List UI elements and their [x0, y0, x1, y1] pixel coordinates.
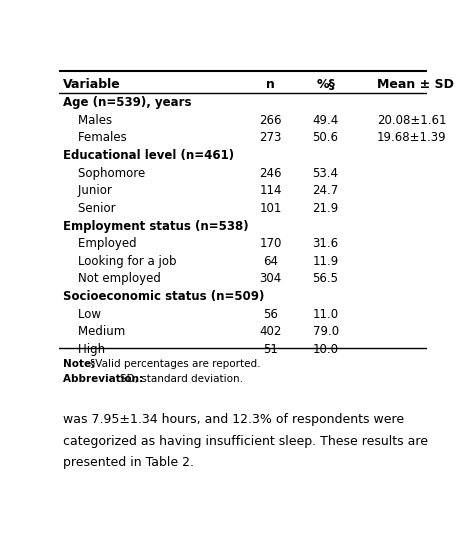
Text: Employed: Employed: [63, 237, 137, 250]
Text: 50.6: 50.6: [312, 131, 338, 144]
Text: Not employed: Not employed: [63, 272, 161, 286]
Text: 31.6: 31.6: [312, 237, 338, 250]
Text: Senior: Senior: [63, 202, 116, 215]
Text: 246: 246: [259, 166, 282, 180]
Text: Medium: Medium: [63, 325, 125, 338]
Text: Males: Males: [63, 114, 112, 127]
Text: Variable: Variable: [63, 78, 121, 91]
Text: Employment status (n=538): Employment status (n=538): [63, 220, 248, 232]
Text: Low: Low: [63, 308, 101, 321]
Text: Socioeconomic status (n=509): Socioeconomic status (n=509): [63, 290, 264, 303]
Text: 114: 114: [259, 184, 282, 197]
Text: 304: 304: [259, 272, 282, 286]
Text: 20.08±1.61: 20.08±1.61: [377, 114, 447, 127]
Text: Note:: Note:: [63, 359, 99, 369]
Text: 56.5: 56.5: [312, 272, 338, 286]
Text: 273: 273: [259, 131, 282, 144]
Text: Junior: Junior: [63, 184, 112, 197]
Text: 53.4: 53.4: [312, 166, 338, 180]
Text: 49.4: 49.4: [312, 114, 339, 127]
Text: 79.0: 79.0: [312, 325, 338, 338]
Text: was 7.95±1.34 hours, and 12.3% of respondents were: was 7.95±1.34 hours, and 12.3% of respon…: [63, 413, 404, 426]
Text: categorized as having insufficient sleep. These results are: categorized as having insufficient sleep…: [63, 434, 428, 448]
Text: 24.7: 24.7: [312, 184, 339, 197]
Text: Looking for a job: Looking for a job: [63, 255, 176, 268]
Text: Females: Females: [63, 131, 127, 144]
Text: 101: 101: [259, 202, 282, 215]
Text: 64: 64: [263, 255, 278, 268]
Text: %§: %§: [316, 78, 335, 91]
Text: Age (n=539), years: Age (n=539), years: [63, 96, 191, 109]
Text: 21.9: 21.9: [312, 202, 339, 215]
Text: 170: 170: [259, 237, 282, 250]
Text: High: High: [63, 343, 105, 356]
Text: §Valid percentages are reported.: §Valid percentages are reported.: [90, 359, 260, 369]
Text: 402: 402: [259, 325, 282, 338]
Text: 11.0: 11.0: [312, 308, 338, 321]
Text: 10.0: 10.0: [312, 343, 338, 356]
Text: SD, standard deviation.: SD, standard deviation.: [120, 374, 243, 384]
Text: Mean ± SD: Mean ± SD: [377, 78, 454, 91]
Text: 19.68±1.39: 19.68±1.39: [377, 131, 447, 144]
Text: Sophomore: Sophomore: [63, 166, 145, 180]
Text: Educational level (n=461): Educational level (n=461): [63, 149, 234, 162]
Text: 11.9: 11.9: [312, 255, 339, 268]
Text: presented in Table 2.: presented in Table 2.: [63, 456, 194, 469]
Text: 56: 56: [263, 308, 278, 321]
Text: n: n: [266, 78, 275, 91]
Text: Abbreviation:: Abbreviation:: [63, 374, 146, 384]
Text: 266: 266: [259, 114, 282, 127]
Text: 51: 51: [263, 343, 278, 356]
